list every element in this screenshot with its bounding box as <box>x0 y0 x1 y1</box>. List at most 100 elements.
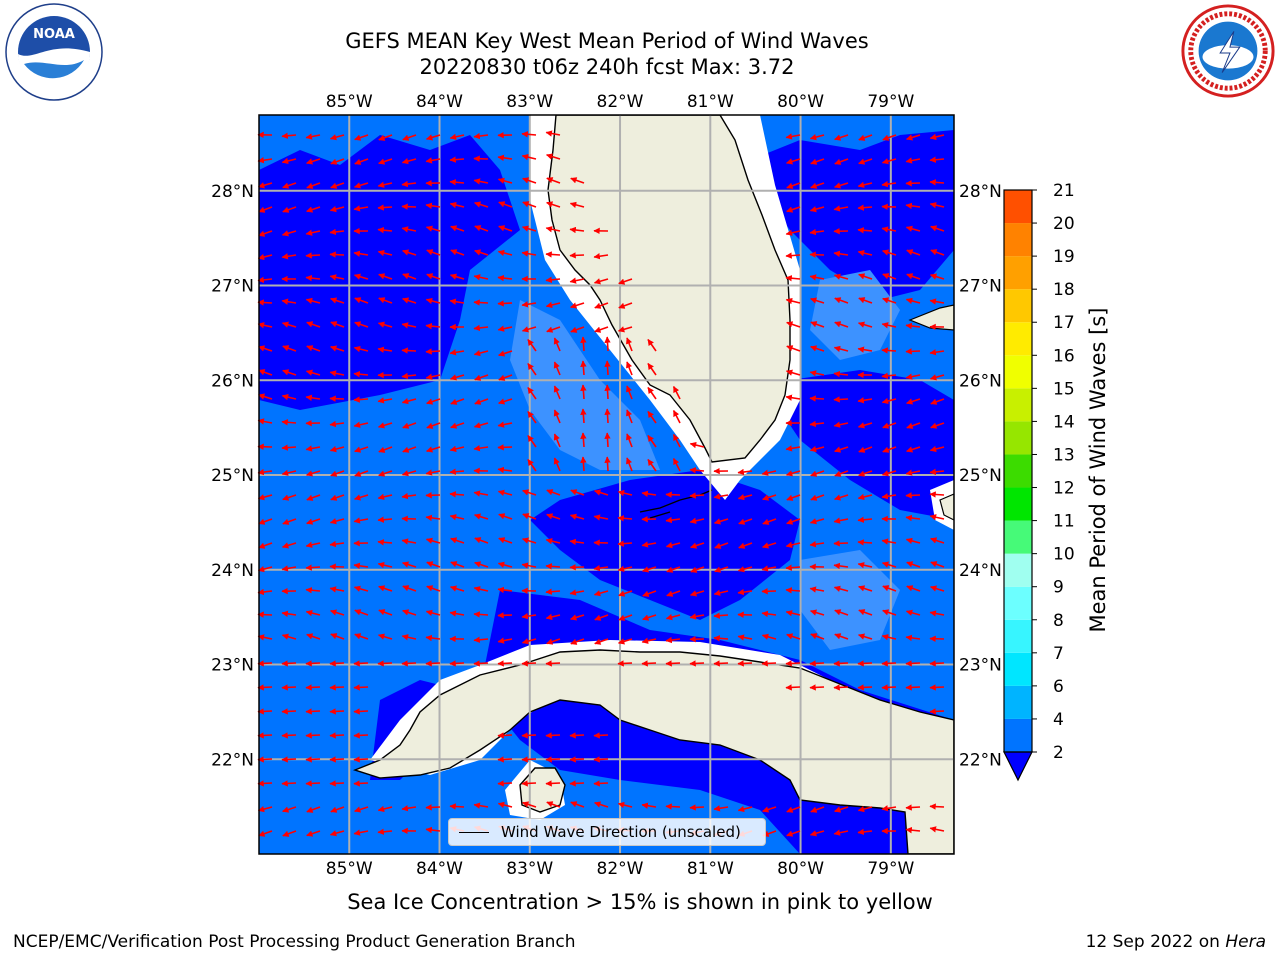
wave-arrow <box>858 446 873 453</box>
wave-arrow <box>618 590 633 597</box>
wave-arrow <box>473 349 489 357</box>
lat-label-right: 28°N <box>959 182 1002 202</box>
colorbar-tick-label: 4 <box>1053 710 1064 730</box>
wave-arrow <box>425 225 441 232</box>
wave-arrow <box>689 517 705 524</box>
wave-arrow <box>785 369 801 376</box>
wave-arrow <box>377 226 393 234</box>
footer-credit: NCEP/EMC/Verification Post Processing Pr… <box>13 932 576 952</box>
wave-arrow <box>305 133 321 140</box>
wave-arrow <box>498 537 513 544</box>
wave-arrow <box>497 421 513 428</box>
wave-arrow <box>354 470 369 477</box>
wave-arrow <box>545 660 561 667</box>
colorbar-tick-label: 17 <box>1053 313 1075 333</box>
wave-arrow <box>402 134 417 141</box>
wave-arrow <box>473 422 489 429</box>
wave-arrow <box>426 561 441 568</box>
wave-arrow <box>498 201 513 208</box>
wave-arrow <box>665 542 681 549</box>
wave-arrow <box>761 660 777 667</box>
wave-arrow <box>580 408 587 424</box>
wave-arrow <box>401 180 417 188</box>
wave-arrow <box>449 201 465 209</box>
wave-arrow <box>329 274 345 281</box>
wave-arrow <box>521 613 537 620</box>
wave-arrow <box>785 660 801 667</box>
wave-arrow <box>521 131 537 138</box>
wave-arrow <box>521 638 537 645</box>
wave-arrow <box>594 614 609 621</box>
wave-arrow <box>497 801 513 809</box>
wave-arrow <box>666 590 681 597</box>
wave-arrow <box>497 325 513 332</box>
wave-arrow <box>425 157 441 164</box>
bahamas-coast <box>939 493 954 521</box>
wave-arrow <box>401 470 417 477</box>
wave-arrow <box>905 492 921 499</box>
wave-arrow <box>834 446 849 453</box>
wave-arrow <box>713 612 729 619</box>
wave-arrow <box>425 804 441 811</box>
wave-arrow <box>497 660 513 667</box>
colorbar: 2 4 6 7 8 9 10 11 12 13 14 15 16 17 18 19 20 21 <box>1003 181 1075 782</box>
wave-arrow <box>785 133 801 140</box>
wave-arrow <box>857 660 873 667</box>
wave-arrow <box>737 494 753 501</box>
wave-arrow <box>473 445 489 452</box>
wave-arrow <box>834 633 849 640</box>
wave-arrow <box>329 563 345 570</box>
lon-label-top: 80°W <box>777 92 824 112</box>
wave-arrow <box>473 660 489 667</box>
wave-arrow <box>401 805 417 812</box>
wave-arrow <box>425 469 441 476</box>
colorbar-segment <box>1004 223 1032 257</box>
chart-subtitle: 20220830 t06z 240h fcst Max: 3.72 <box>419 55 795 79</box>
wind-wave-direction-arrows <box>257 130 945 837</box>
wave-arrow <box>545 226 561 233</box>
wave-arrow <box>570 177 585 184</box>
wave-arrow <box>761 565 777 572</box>
wave-arrow <box>353 562 369 570</box>
wave-arrow <box>257 299 273 306</box>
wave-arrow <box>690 542 705 549</box>
colorbar-segment <box>1004 190 1032 224</box>
wave-arrow <box>257 182 273 189</box>
wave-arrow <box>329 540 345 548</box>
wave-arrow <box>810 806 825 813</box>
wave-arrow <box>647 458 657 472</box>
wave-arrow <box>473 274 489 281</box>
lon-label-bottom: 80°W <box>777 859 824 879</box>
wave-arrow <box>809 274 825 281</box>
wave-arrow <box>858 609 873 616</box>
wave-arrow <box>617 515 633 522</box>
wave-arrow <box>521 250 537 257</box>
wave-arrow <box>329 205 345 213</box>
wave-arrow <box>833 396 849 403</box>
period-below-2-region <box>780 370 954 520</box>
wave-arrow <box>329 756 345 763</box>
wave-arrow <box>330 345 345 352</box>
wave-arrow <box>929 491 945 498</box>
wave-arrow <box>785 275 801 282</box>
wave-arrow <box>353 585 369 592</box>
lon-label-top: 82°W <box>597 92 644 112</box>
wave-arrow <box>378 446 393 453</box>
wave-arrow <box>281 732 297 739</box>
wave-arrow <box>377 181 393 188</box>
wave-arrow <box>473 490 489 497</box>
wave-arrow <box>546 489 561 496</box>
wave-arrow <box>713 805 729 812</box>
wave-arrow <box>354 321 369 328</box>
wave-arrow <box>257 494 273 501</box>
wave-arrow <box>618 614 633 621</box>
wave-arrow <box>281 708 297 715</box>
wave-arrow <box>857 346 873 353</box>
wave-arrow <box>354 297 369 304</box>
wave-arrow <box>882 297 897 304</box>
wave-arrow <box>665 491 681 498</box>
wave-arrow <box>330 806 345 813</box>
wave-arrow <box>449 660 465 667</box>
wave-arrow <box>305 564 321 571</box>
wave-arrow <box>858 158 873 165</box>
